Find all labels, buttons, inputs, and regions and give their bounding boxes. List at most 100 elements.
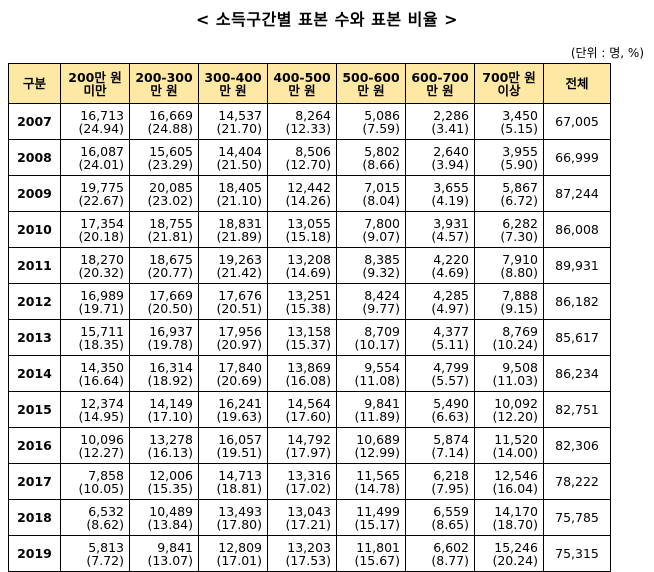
sample-count: 10,689 xyxy=(356,431,400,447)
data-cell: 8,264 (12.33) xyxy=(267,103,337,140)
data-cell: 12,546 (16.04) xyxy=(474,463,544,500)
sample-count: 13,869 xyxy=(287,359,331,375)
data-cell: 5,802 (8.66) xyxy=(336,139,406,176)
column-header-line: 만 원 xyxy=(357,82,385,98)
table-row: 2019 5,813 (7.72) 9,841 (13.07) 12,809 (17.01)… xyxy=(8,535,611,572)
sample-count: 18,270 xyxy=(80,251,124,267)
table-row: 2012 16,989 (19.71) 17,669 (20.50) 17,676 (20.… xyxy=(8,283,611,320)
sample-ratio: (11.03) xyxy=(492,372,538,388)
table-row: 2013 15,711 (18.35) 16,937 (19.78) 17,956 (20.… xyxy=(8,319,611,356)
row-year: 2013 xyxy=(8,319,61,356)
sample-count: 18,675 xyxy=(149,251,193,267)
sample-count: 7,015 xyxy=(364,179,400,195)
sample-ratio: (19.63) xyxy=(216,408,262,424)
column-header: 600-700 만 원 xyxy=(405,63,475,104)
sample-ratio: (23.02) xyxy=(147,192,193,208)
column-header-line: 만 원 xyxy=(219,82,247,98)
data-cell: 14,170 (18.70) xyxy=(474,499,544,536)
sample-count: 6,218 xyxy=(433,467,469,483)
sample-ratio: (7.59) xyxy=(362,120,400,136)
data-cell: 17,676 (20.51) xyxy=(198,283,268,320)
sample-count: 3,931 xyxy=(433,215,469,231)
table-row: 2014 14,350 (16.64) 16,314 (18.92) 17,840 (20.… xyxy=(8,355,611,392)
table-row: 2016 10,096 (12.27) 13,278 (16.13) 16,057 (19.… xyxy=(8,427,611,464)
sample-ratio: (20.24) xyxy=(492,552,538,568)
data-cell: 18,675 (20.77) xyxy=(129,247,199,284)
sample-ratio: (17.53) xyxy=(285,552,331,568)
sample-count: 18,755 xyxy=(149,215,193,231)
data-cell: 16,937 (19.78) xyxy=(129,319,199,356)
sample-ratio: (7.72) xyxy=(86,552,124,568)
data-cell: 4,377 (5.11) xyxy=(405,319,475,356)
sample-ratio: (17.97) xyxy=(285,444,331,460)
data-cell: 14,404 (21.50) xyxy=(198,139,268,176)
data-cell: 18,755 (21.81) xyxy=(129,211,199,248)
row-year: 2018 xyxy=(8,499,61,536)
row-total: 75,785 xyxy=(543,499,611,536)
sample-ratio: (4.97) xyxy=(431,300,469,316)
sample-count: 12,546 xyxy=(494,467,538,483)
sample-count: 5,874 xyxy=(433,431,469,447)
data-cell: 11,801 (15.67) xyxy=(336,535,406,572)
sample-count: 11,520 xyxy=(494,431,538,447)
data-cell: 20,085 (23.02) xyxy=(129,175,199,212)
sample-count: 6,282 xyxy=(502,215,538,231)
sample-count: 10,096 xyxy=(80,431,124,447)
column-header: 200-300 만 원 xyxy=(129,63,199,104)
sample-count: 12,442 xyxy=(287,179,331,195)
data-cell: 13,278 (16.13) xyxy=(129,427,199,464)
column-header: 300-400 만 원 xyxy=(198,63,268,104)
column-header-line: 400-500 xyxy=(273,69,331,85)
sample-ratio: (10.24) xyxy=(492,336,538,352)
sample-count: 20,085 xyxy=(149,179,193,195)
data-cell: 14,713 (18.81) xyxy=(198,463,268,500)
header-row: 구분 200만 원 미만 200-300 만 원 300-400 만 원 400-500 만 원… xyxy=(8,63,611,104)
sample-count: 6,602 xyxy=(433,539,469,555)
sample-ratio: (14.26) xyxy=(285,192,331,208)
sample-count: 7,888 xyxy=(502,287,538,303)
sample-count: 4,799 xyxy=(433,359,469,375)
sample-ratio: (18.35) xyxy=(78,336,124,352)
sample-count: 16,241 xyxy=(218,395,262,411)
data-cell: 7,888 (9.15) xyxy=(474,283,544,320)
data-cell: 11,499 (15.17) xyxy=(336,499,406,536)
sample-count: 14,170 xyxy=(494,503,538,519)
sample-count: 13,055 xyxy=(287,215,331,231)
row-year: 2009 xyxy=(8,175,61,212)
sample-ratio: (21.70) xyxy=(216,120,262,136)
sample-count: 5,867 xyxy=(502,179,538,195)
income-bracket-table: 구분 200만 원 미만 200-300 만 원 300-400 만 원 400-500 만 원… xyxy=(8,63,611,572)
table-row: 2018 6,532 (8.62) 10,489 (13.84) 13,493 (17.80… xyxy=(8,499,611,536)
sample-count: 11,565 xyxy=(356,467,400,483)
sample-count: 6,559 xyxy=(433,503,469,519)
data-cell: 7,800 (9.07) xyxy=(336,211,406,248)
sample-ratio: (4.69) xyxy=(431,264,469,280)
sample-count: 9,508 xyxy=(502,359,538,375)
table-row: 2011 18,270 (20.32) 18,675 (20.77) 19,263 (21.… xyxy=(8,247,611,284)
data-cell: 5,490 (6.63) xyxy=(405,391,475,428)
sample-count: 13,043 xyxy=(287,503,331,519)
sample-ratio: (14.95) xyxy=(78,408,124,424)
sample-count: 16,669 xyxy=(149,107,193,123)
sample-ratio: (7.30) xyxy=(500,228,538,244)
column-header-line: 만 원 xyxy=(150,82,178,98)
sample-ratio: (9.32) xyxy=(362,264,400,280)
data-cell: 4,285 (4.97) xyxy=(405,283,475,320)
sample-count: 13,203 xyxy=(287,539,331,555)
sample-count: 15,246 xyxy=(494,539,538,555)
data-cell: 17,840 (20.69) xyxy=(198,355,268,392)
row-total: 86,234 xyxy=(543,355,611,392)
data-cell: 9,508 (11.03) xyxy=(474,355,544,392)
sample-count: 13,278 xyxy=(149,431,193,447)
sample-count: 18,831 xyxy=(218,215,262,231)
sample-count: 10,489 xyxy=(149,503,193,519)
sample-count: 14,404 xyxy=(218,143,262,159)
data-cell: 8,769 (10.24) xyxy=(474,319,544,356)
sample-ratio: (19.71) xyxy=(78,300,124,316)
sample-count: 16,087 xyxy=(80,143,124,159)
column-header-line: 300-400 xyxy=(204,69,262,85)
data-cell: 16,057 (19.51) xyxy=(198,427,268,464)
data-cell: 4,220 (4.69) xyxy=(405,247,475,284)
sample-count: 5,813 xyxy=(88,539,124,555)
data-cell: 8,424 (9.77) xyxy=(336,283,406,320)
